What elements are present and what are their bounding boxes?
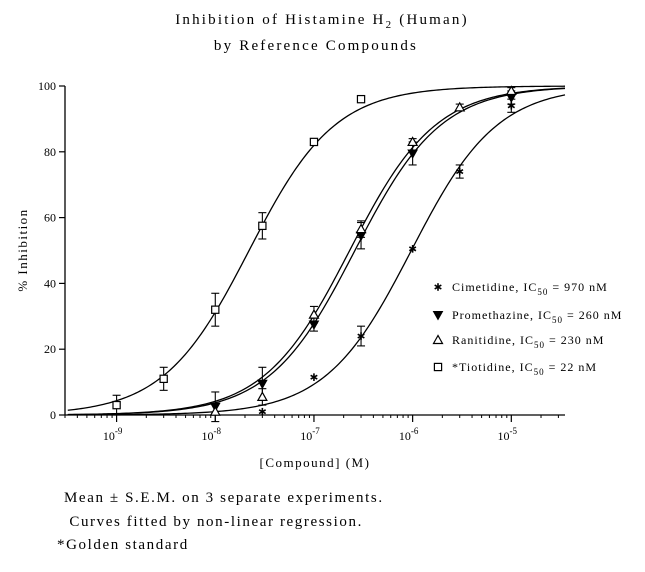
- data-points: [112, 85, 517, 423]
- data-point: [356, 94, 366, 104]
- x-tick-base: 10: [103, 429, 115, 443]
- x-tick-base: 10: [300, 429, 312, 443]
- legend-item-promethazine: Promethazine, IC50 = 260 nM: [432, 308, 622, 325]
- data-point: [209, 405, 221, 416]
- y-tick-label: 60: [44, 211, 56, 225]
- legend-item-tiotidine: *Tiotidine, IC50 = 22 nM: [433, 360, 597, 377]
- chart-title-subscript: 2: [386, 19, 394, 31]
- legend-marker: [433, 362, 443, 372]
- legend-label-tail: = 970 nM: [548, 280, 607, 294]
- chart-title-line-2: by Reference Compounds: [214, 38, 418, 54]
- legend-marker: [434, 283, 442, 291]
- x-tick-label: 10-7: [300, 426, 320, 443]
- x-tick-base: 10: [399, 429, 411, 443]
- legend-label-tail: = 22 nM: [545, 360, 597, 374]
- chart-title-line-1: Inhibition of Histamine H2 (Human): [175, 12, 469, 31]
- legend-label: Promethazine, IC50 = 260 nM: [452, 308, 622, 325]
- x-tick-exponent: -9: [115, 426, 123, 436]
- data-point: [310, 373, 318, 381]
- asterisk-stroke: [408, 246, 417, 252]
- data-point: [308, 308, 320, 319]
- y-tick-label: 0: [50, 408, 56, 422]
- data-point: [408, 245, 417, 253]
- data-point: [257, 379, 268, 390]
- curve-cimetidine: [67, 94, 566, 416]
- x-axis-label: [Compound] (M): [260, 455, 371, 470]
- series-cimetidine: [258, 98, 516, 416]
- asterisk-stroke: [434, 284, 442, 290]
- curve-ranitidine: [67, 87, 566, 416]
- data-point: [256, 391, 268, 402]
- y-tick-label: 80: [44, 145, 56, 159]
- legend-marker: [432, 311, 444, 321]
- legend-item-ranitidine: Ranitidine, IC50 = 230 nM: [432, 333, 604, 350]
- legend-marker: [432, 334, 444, 345]
- dose-response-chart: Inhibition of Histamine H2 (Human) by Re…: [15, 12, 622, 470]
- legend-label-tail: = 230 nM: [545, 333, 604, 347]
- asterisk-stroke: [357, 333, 365, 339]
- data-point: [211, 305, 220, 314]
- data-point: [454, 101, 466, 112]
- legend-label-subscript: 50: [534, 367, 545, 377]
- x-tick-exponent: -8: [214, 426, 222, 436]
- chart-title-tail: (Human): [393, 12, 469, 28]
- legend-item-cimetidine: Cimetidine, IC50 = 970 nM: [434, 280, 608, 297]
- legend-label-tail: = 260 nM: [563, 308, 622, 322]
- legend-label-main: *Tiotidine, IC: [452, 360, 534, 374]
- y-tick-label: 20: [44, 342, 56, 356]
- data-point: [258, 407, 267, 416]
- x-tick-base: 10: [202, 429, 214, 443]
- legend-label: *Tiotidine, IC50 = 22 nM: [452, 360, 597, 377]
- x-tick-exponent: -5: [510, 426, 518, 436]
- x-tick-label: 10-9: [103, 426, 123, 443]
- data-point: [112, 400, 121, 410]
- legend-label-main: Ranitidine, IC: [452, 333, 534, 347]
- footnote-2: Curves fitted by non-linear regression.: [64, 514, 363, 530]
- legend-label: Cimetidine, IC50 = 970 nM: [452, 280, 608, 297]
- y-axis-label: % Inhibition: [15, 208, 30, 291]
- x-tick-label: 10-5: [498, 426, 518, 443]
- legend-label-subscript: 50: [552, 315, 563, 325]
- legend-label-main: Promethazine, IC: [452, 308, 552, 322]
- legend-label: Ranitidine, IC50 = 230 nM: [452, 333, 604, 350]
- data-point: [258, 221, 267, 231]
- x-tick-exponent: -7: [312, 426, 320, 436]
- data-point: [505, 93, 517, 104]
- x-tick-label: 10-8: [202, 426, 222, 443]
- legend-label-main: Cimetidine, IC: [452, 280, 537, 294]
- footnote-3: *Golden standard: [57, 537, 189, 553]
- data-point: [407, 149, 418, 159]
- data-point: [159, 374, 168, 384]
- data-point: [456, 167, 464, 176]
- data-point: [357, 332, 365, 340]
- x-tick-exponent: -6: [411, 426, 419, 436]
- legend-label-subscript: 50: [534, 340, 545, 350]
- data-point: [505, 85, 517, 96]
- data-point: [407, 136, 419, 147]
- x-tick-label: 10-6: [399, 426, 419, 443]
- data-point: [309, 137, 319, 147]
- footnote-1: Mean ± S.E.M. on 3 separate experiments.: [64, 490, 384, 506]
- series-tiotidine: [112, 94, 366, 416]
- chart-title-main: Inhibition of Histamine H: [175, 12, 385, 28]
- legend-label-subscript: 50: [537, 287, 548, 297]
- data-point: [355, 223, 367, 234]
- asterisk-stroke: [258, 409, 267, 415]
- x-tick-base: 10: [498, 429, 510, 443]
- y-tick-label: 100: [38, 79, 56, 93]
- series-ranitidine: [209, 85, 517, 416]
- asterisk-stroke: [456, 168, 464, 175]
- asterisk-stroke: [310, 374, 318, 380]
- y-tick-label: 40: [44, 276, 56, 290]
